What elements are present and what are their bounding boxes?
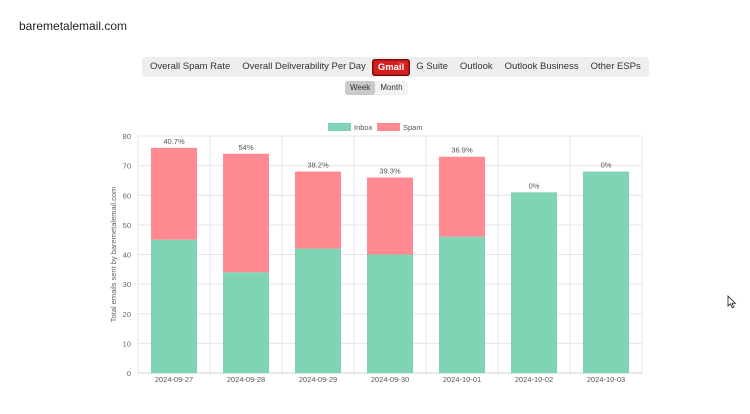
bar-inbox [295, 248, 341, 373]
period-toggle: Week Month [345, 81, 408, 95]
x-tick-label: 2024-10-01 [443, 375, 481, 384]
x-tick-label: 2024-10-02 [515, 375, 553, 384]
esp-tab-bar: Overall Spam Rate Overall Deliverability… [142, 57, 649, 77]
legend-swatch-spam [377, 123, 400, 131]
data-label: 0% [529, 181, 540, 190]
data-label: 38.2% [307, 161, 329, 170]
legend-label-inbox: Inbox [354, 123, 373, 132]
tab-gmail[interactable]: Gmail [371, 58, 411, 76]
data-label: 39.3% [379, 166, 401, 175]
tab-outlook[interactable]: Outlook [459, 61, 493, 72]
bar-inbox [439, 236, 485, 373]
y-tick-label: 60 [123, 191, 131, 200]
tab-g-suite[interactable]: G Suite [416, 61, 448, 72]
y-axis-label: Total emails sent by baremetalemail.com [109, 187, 118, 322]
legend-label-spam: Spam [403, 123, 423, 132]
tab-overall-deliverability[interactable]: Overall Deliverability Per Day [242, 61, 366, 72]
x-tick-label: 2024-09-29 [299, 375, 337, 384]
y-tick-label: 70 [123, 162, 131, 171]
bar-inbox [511, 192, 557, 373]
legend-swatch-inbox [328, 123, 351, 131]
bar-spam [151, 147, 197, 240]
mouse-cursor-icon [727, 295, 737, 309]
y-tick-label: 30 [123, 280, 131, 289]
bar-spam [367, 177, 413, 255]
period-month-button[interactable]: Month [380, 83, 403, 92]
site-title: baremetalemail.com [19, 19, 128, 33]
y-tick-label: 0 [127, 369, 131, 378]
bar-spam [439, 156, 485, 237]
y-tick-label: 40 [123, 251, 131, 260]
x-tick-label: 2024-09-27 [155, 375, 193, 384]
bar-spam [223, 153, 269, 273]
data-label: 0% [601, 161, 612, 170]
tab-overall-spam-rate[interactable]: Overall Spam Rate [150, 61, 231, 72]
data-label: 54% [238, 143, 253, 152]
x-tick-label: 2024-10-03 [587, 375, 625, 384]
x-tick-label: 2024-09-30 [371, 375, 409, 384]
data-label: 40.7% [163, 137, 185, 146]
y-tick-label: 80 [123, 132, 131, 141]
bar-inbox [367, 254, 413, 373]
y-tick-label: 20 [123, 310, 131, 319]
x-tick-label: 2024-09-28 [227, 375, 265, 384]
bar-spam [295, 171, 341, 249]
data-label: 36.9% [451, 146, 473, 155]
tab-outlook-business[interactable]: Outlook Business [504, 61, 579, 72]
bar-inbox [223, 272, 269, 373]
period-week-button[interactable]: Week [345, 81, 376, 95]
y-tick-label: 50 [123, 221, 131, 230]
tab-other-esps[interactable]: Other ESPs [590, 61, 641, 72]
y-tick-label: 10 [123, 339, 131, 348]
bar-inbox [583, 171, 629, 373]
bar-inbox [151, 239, 197, 373]
